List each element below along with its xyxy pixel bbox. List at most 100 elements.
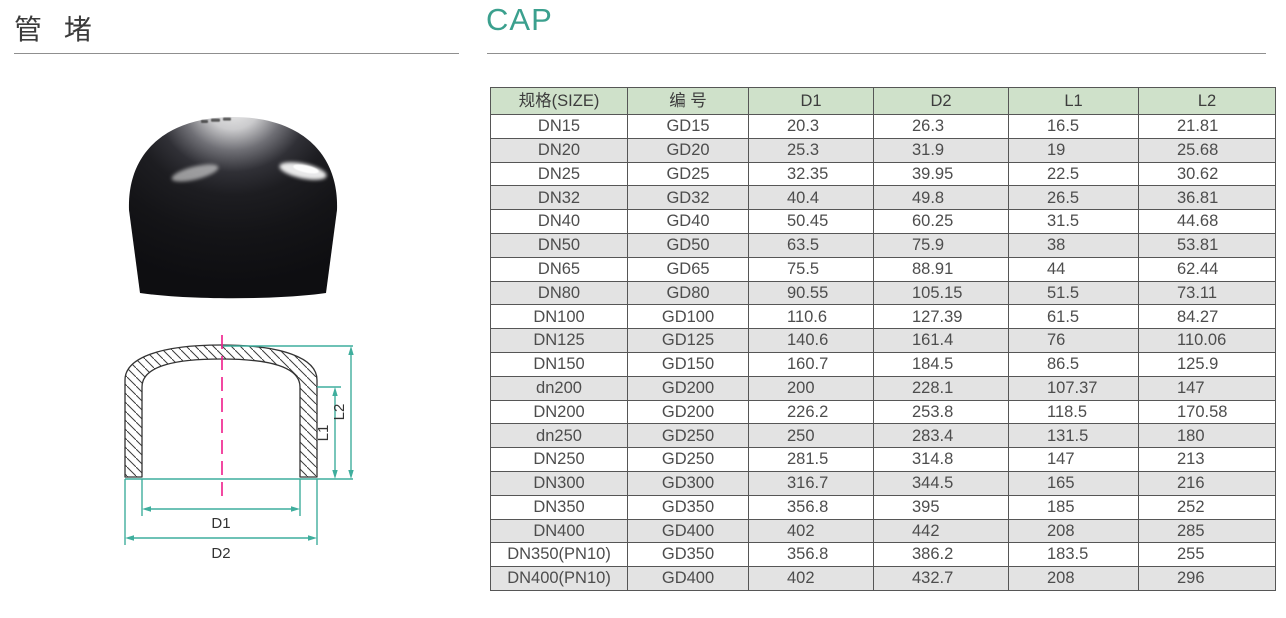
table-cell: 86.5 xyxy=(1008,351,1139,377)
table-cell: 25.3 xyxy=(748,137,874,163)
table-cell: 228.1 xyxy=(873,375,1009,401)
label-d1: D1 xyxy=(211,515,230,532)
table-cell: DN150 xyxy=(490,351,628,377)
table-cell: 253.8 xyxy=(873,399,1009,425)
table-cell: DN125 xyxy=(490,328,628,353)
table-cell: 200 xyxy=(748,375,874,401)
table-cell: 90.55 xyxy=(748,280,874,306)
table-cell: 252 xyxy=(1138,494,1276,520)
table-cell: 356.8 xyxy=(748,542,874,568)
table-row: DN50 GD50 63.5 75.9 38 53.81 xyxy=(490,232,1276,258)
table-cell: GD150 xyxy=(627,351,749,377)
table-cell: 73.11 xyxy=(1138,280,1276,306)
table-cell: 60.25 xyxy=(873,209,1009,234)
table-row: DN65 GD65 75.5 88.91 44 62.44 xyxy=(490,256,1276,282)
table-cell: GD40 xyxy=(627,209,749,234)
table-cell: 208 xyxy=(1008,566,1139,591)
table-cell: 20.3 xyxy=(748,114,874,139)
table-cell: 442 xyxy=(873,518,1009,544)
table-cell: 170.58 xyxy=(1138,399,1276,425)
table-row: DN250 GD250 281.5 314.8 147 213 xyxy=(490,447,1276,472)
table-row: DN300 GD300 316.7 344.5 165 216 xyxy=(490,470,1276,496)
table-cell: 402 xyxy=(748,566,874,591)
table-cell: DN400 xyxy=(490,518,628,544)
table-cell: GD100 xyxy=(627,304,749,330)
table-cell: GD300 xyxy=(627,470,749,496)
table-row: DN350 GD350 356.8 395 185 252 xyxy=(490,494,1276,520)
table-row: DN32 GD32 40.4 49.8 26.5 36.81 xyxy=(490,185,1276,211)
table-cell: 63.5 xyxy=(748,232,874,258)
cap-highlight-left xyxy=(171,164,219,182)
table-cell: 160.7 xyxy=(748,351,874,377)
table-cell: 184.5 xyxy=(873,351,1009,377)
table-cell: 386.2 xyxy=(873,542,1009,568)
table-cell: 185 xyxy=(1008,494,1139,520)
table-cell: 255 xyxy=(1138,542,1276,568)
column-header: 编 号 xyxy=(627,87,749,115)
table-cell: 395 xyxy=(873,494,1009,520)
spec-table: 规格(SIZE) 编 号 D1 D2 L1 L2 DN15 GD15 20.3 26.3 16.5… xyxy=(490,87,1276,591)
table-cell: 49.8 xyxy=(873,185,1009,211)
table-cell: dn200 xyxy=(490,375,628,401)
table-row: DN80 GD80 90.55 105.15 51.5 73.11 xyxy=(490,280,1276,306)
table-cell: 32.35 xyxy=(748,161,874,187)
table-cell: 38 xyxy=(1008,232,1139,258)
table-row: DN20 GD20 25.3 31.9 19 25.68 xyxy=(490,137,1276,163)
table-cell: 213 xyxy=(1138,447,1276,472)
dimension-arrows xyxy=(125,346,354,541)
column-header: L2 xyxy=(1138,87,1276,115)
table-cell: GD350 xyxy=(627,542,749,568)
table-body: DN15 GD15 20.3 26.3 16.5 21.81 DN20 GD20 25.3 31.… xyxy=(490,114,1276,591)
table-cell: 125.9 xyxy=(1138,351,1276,377)
table-cell: 25.68 xyxy=(1138,137,1276,163)
table-cell: GD50 xyxy=(627,232,749,258)
table-cell: DN25 xyxy=(490,161,628,187)
title-underline-right xyxy=(487,53,1266,54)
table-cell: DN350(PN10) xyxy=(490,542,628,568)
table-cell: 250 xyxy=(748,423,874,449)
table-cell: 75.5 xyxy=(748,256,874,282)
table-row: DN25 GD25 32.35 39.95 22.5 30.62 xyxy=(490,161,1276,187)
table-cell: 31.9 xyxy=(873,137,1009,163)
table-cell: 147 xyxy=(1138,375,1276,401)
table-cell: 39.95 xyxy=(873,161,1009,187)
table-cell: 44 xyxy=(1008,256,1139,282)
table-cell: 281.5 xyxy=(748,447,874,472)
table-row: DN400 GD400 402 442 208 285 xyxy=(490,518,1276,544)
table-cell: 22.5 xyxy=(1008,161,1139,187)
table-cell: GD250 xyxy=(627,423,749,449)
table-cell: GD350 xyxy=(627,494,749,520)
table-cell: 107.37 xyxy=(1008,375,1139,401)
table-cell: DN40 xyxy=(490,209,628,234)
table-cell: 84.27 xyxy=(1138,304,1276,330)
table-cell: DN50 xyxy=(490,232,628,258)
table-cell: GD200 xyxy=(627,399,749,425)
table-cell: GD32 xyxy=(627,185,749,211)
table-cell: 314.8 xyxy=(873,447,1009,472)
table-cell: 296 xyxy=(1138,566,1276,591)
table-cell: DN100 xyxy=(490,304,628,330)
table-cell: 26.3 xyxy=(873,114,1009,139)
table-row: DN100 GD100 110.6 127.39 61.5 84.27 xyxy=(490,304,1276,330)
product-photo-cap xyxy=(128,117,338,299)
table-cell: GD80 xyxy=(627,280,749,306)
table-cell: 16.5 xyxy=(1008,114,1139,139)
table-cell: 53.81 xyxy=(1138,232,1276,258)
table-cell: 76 xyxy=(1008,328,1139,353)
table-row: DN125 GD125 140.6 161.4 76 110.06 xyxy=(490,328,1276,353)
label-l1: L1 xyxy=(315,425,332,442)
header-row: 规格(SIZE) 编 号 D1 D2 L1 L2 xyxy=(490,87,1276,115)
table-row: DN40 GD40 50.45 60.25 31.5 44.68 xyxy=(490,209,1276,234)
table-cell: GD400 xyxy=(627,518,749,544)
table-row: DN350(PN10) GD350 356.8 386.2 183.5 255 xyxy=(490,542,1276,568)
table-cell: 316.7 xyxy=(748,470,874,496)
table-cell: GD65 xyxy=(627,256,749,282)
table-cell: 44.68 xyxy=(1138,209,1276,234)
table-cell: 21.81 xyxy=(1138,114,1276,139)
table-cell: 161.4 xyxy=(873,328,1009,353)
cap-silhouette xyxy=(128,117,338,299)
table-cell: 285 xyxy=(1138,518,1276,544)
table-cell: DN400(PN10) xyxy=(490,566,628,591)
table-cell: 402 xyxy=(748,518,874,544)
